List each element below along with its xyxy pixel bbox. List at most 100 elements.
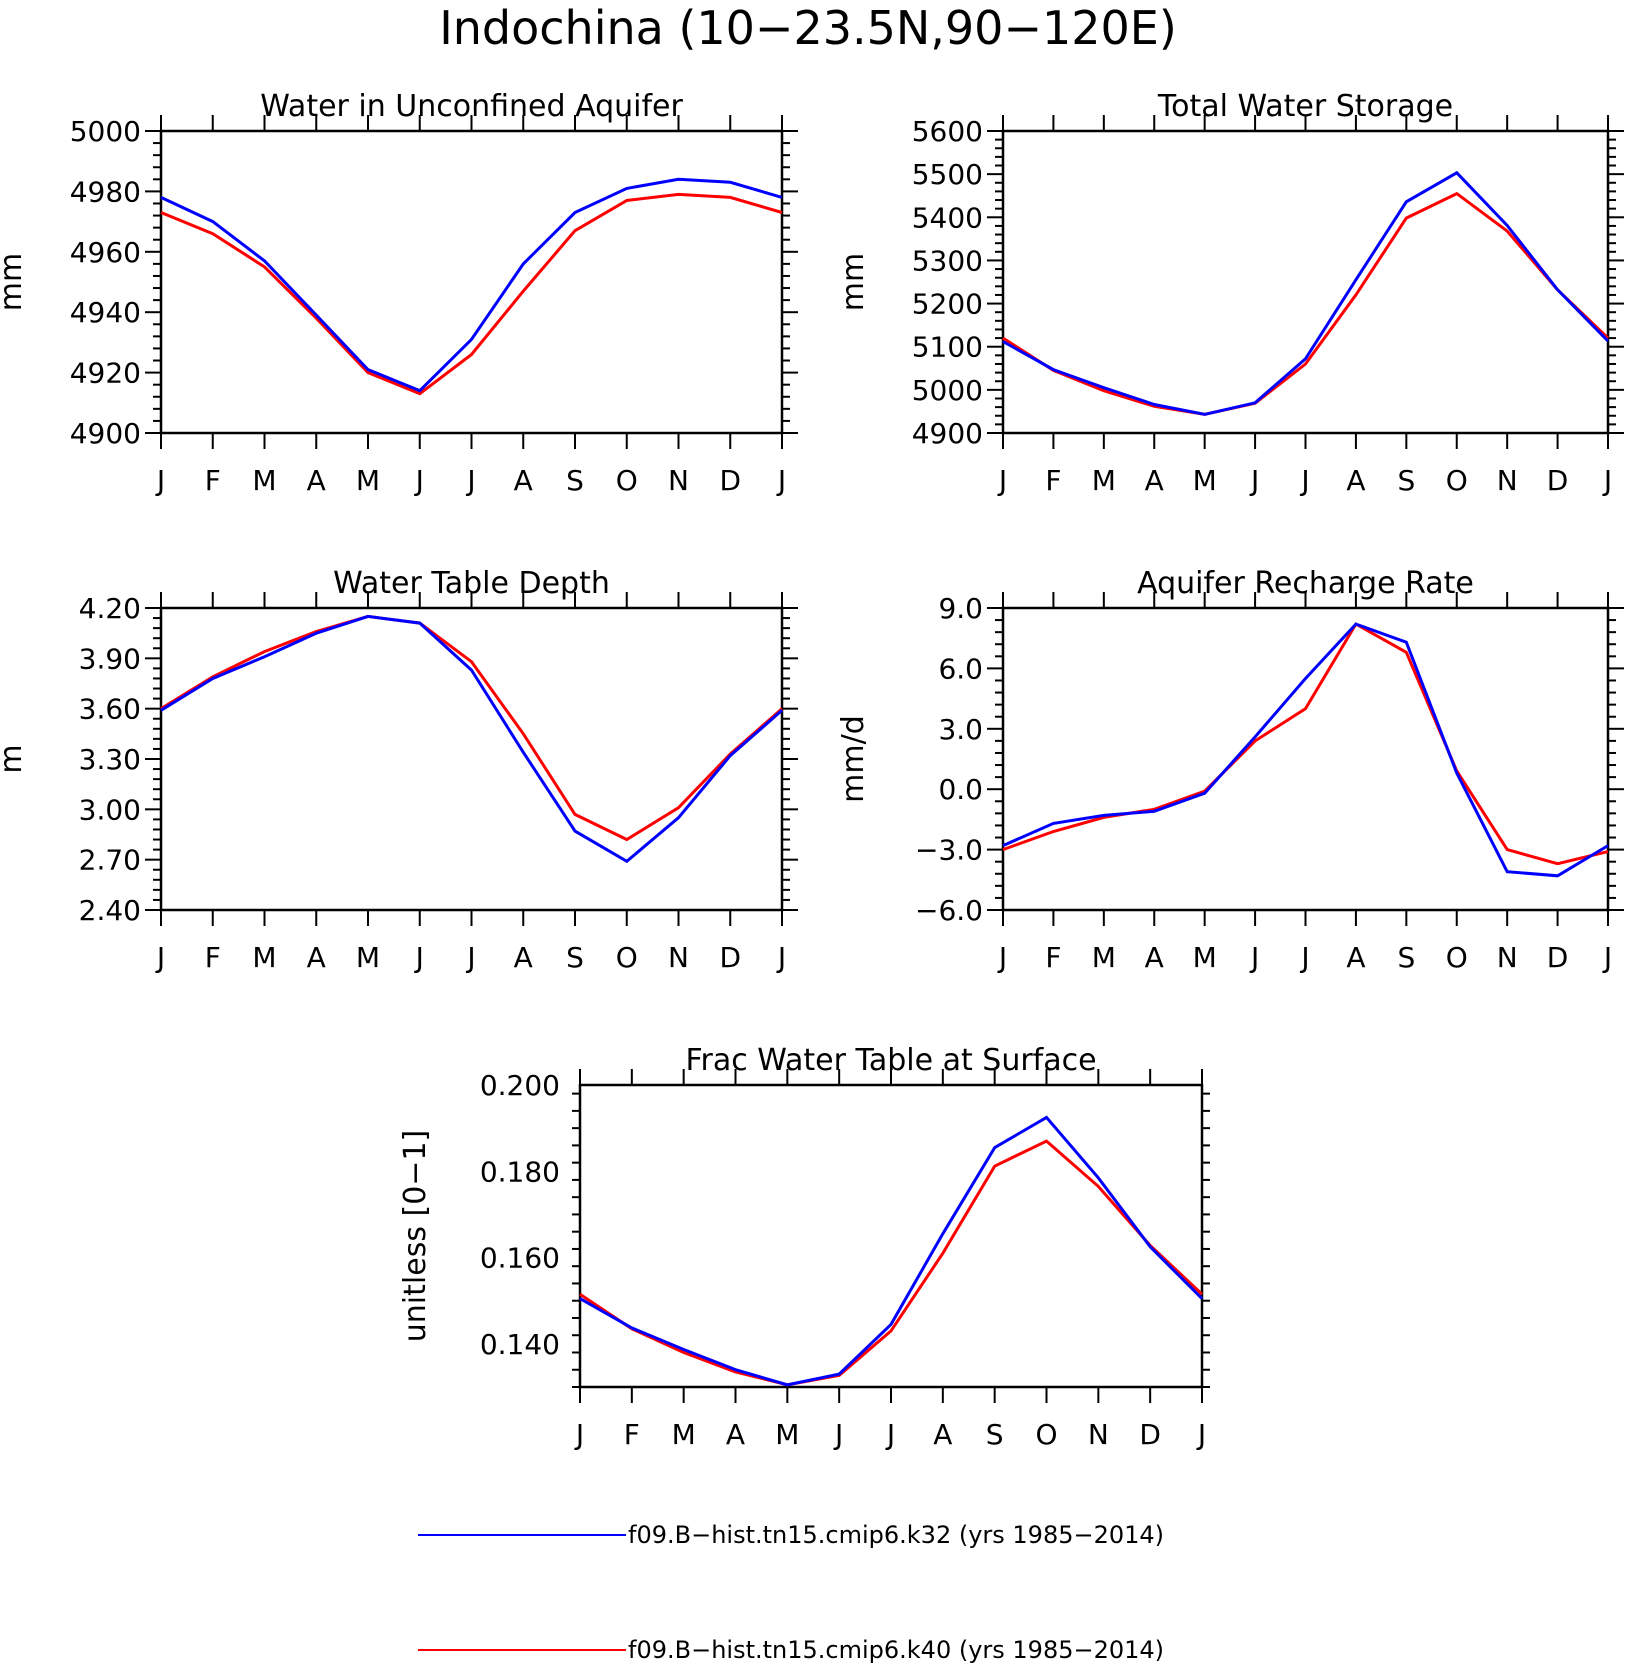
series-line-k32 [579, 1115, 1204, 1387]
y-tick-label: 4940 [70, 296, 141, 329]
x-tick-label: M [356, 941, 380, 974]
legend: f09.B−hist.tn15.cmip6.k32 (yrs 1985−2014… [418, 1521, 1164, 1664]
x-tick-label: F [1045, 941, 1061, 974]
y-tick-label: 9.0 [938, 592, 983, 625]
y-axis-label: m [0, 744, 29, 773]
y-axis-label: unitless [0−1] [398, 1130, 433, 1342]
x-tick-label: J [465, 941, 475, 974]
x-tick-label: A [514, 941, 533, 974]
x-tick-label: D [719, 464, 741, 497]
y-tick-label: 5000 [70, 115, 141, 148]
series-line-k40 [1002, 622, 1609, 866]
x-tick-label: A [1145, 941, 1164, 974]
x-tick-label: A [1145, 464, 1164, 497]
x-tick-label: F [205, 464, 221, 497]
x-tick-label: J [885, 1418, 895, 1451]
y-tick-label: 3.60 [79, 693, 141, 726]
series-line-k32 [160, 614, 783, 864]
x-tick-label: J [414, 464, 424, 497]
x-tick-label: J [1602, 464, 1612, 497]
plot-frame [159, 606, 784, 912]
x-tick-label: M [1092, 941, 1116, 974]
x-tick-label: J [1249, 464, 1259, 497]
x-tick-label: A [1346, 464, 1365, 497]
plot-frame [1001, 606, 1610, 912]
legend-label: f09.B−hist.tn15.cmip6.k40 (yrs 1985−2014… [628, 1636, 1164, 1664]
y-tick-label: 5300 [912, 244, 983, 277]
x-tick-label: N [1497, 464, 1518, 497]
x-tick-label: N [668, 941, 689, 974]
x-tick-label: O [1446, 464, 1468, 497]
x-tick-label: D [719, 941, 741, 974]
y-tick-label: 4900 [912, 417, 983, 450]
x-tick-label: M [356, 464, 380, 497]
x-tick-label: J [1299, 464, 1309, 497]
x-tick-label: J [1196, 1418, 1206, 1451]
x-tick-label: A [307, 464, 326, 497]
series-line-k32 [160, 177, 783, 393]
x-tick-label: S [566, 464, 584, 497]
y-tick-label: 5000 [912, 374, 983, 407]
x-tick-label: J [1602, 941, 1612, 974]
x-tick-label: M [252, 464, 276, 497]
figure-title: Indochina (10−23.5N,90−120E) [439, 1, 1177, 55]
x-tick-label: A [514, 464, 533, 497]
x-tick-label: M [1092, 464, 1116, 497]
x-tick-label: J [997, 941, 1007, 974]
y-tick-label: 4960 [70, 236, 141, 269]
series-line-k32 [1002, 622, 1609, 878]
x-tick-label: S [566, 941, 584, 974]
y-tick-label: 4.20 [79, 592, 141, 625]
y-tick-label: 5100 [912, 331, 983, 364]
y-tick-label: 4920 [70, 357, 141, 390]
x-tick-label: A [726, 1418, 745, 1451]
x-tick-label: J [465, 464, 475, 497]
x-tick-label: O [1446, 941, 1468, 974]
x-tick-label: M [1193, 464, 1217, 497]
x-tick-label: N [1497, 941, 1518, 974]
y-tick-label: 6.0 [938, 652, 983, 685]
y-tick-label: 2.40 [79, 894, 141, 927]
x-tick-label: J [833, 1418, 843, 1451]
x-tick-label: J [1249, 941, 1259, 974]
plot-frame [159, 129, 784, 435]
panel-water-unconfined-aquifer: Water in Unconfined Aquifer4900492049404… [0, 89, 798, 497]
y-tick-label: 0.0 [938, 773, 983, 806]
x-tick-label: M [1193, 941, 1217, 974]
plot-frame [578, 1083, 1204, 1389]
y-tick-label: 2.70 [79, 844, 141, 877]
x-tick-label: O [1035, 1418, 1057, 1451]
y-tick-label: −6.0 [915, 894, 983, 927]
y-tick-label: 3.30 [79, 743, 141, 776]
y-axis-label: mm/d [836, 715, 871, 803]
panel-water-table-depth: Water Table Depth2.402.703.003.303.603.9… [0, 566, 798, 974]
x-tick-label: M [672, 1418, 696, 1451]
legend-entry: f09.B−hist.tn15.cmip6.k32 (yrs 1985−2014… [418, 1521, 1164, 1549]
y-tick-label: 5400 [912, 201, 983, 234]
y-tick-label: 0.180 [480, 1155, 560, 1188]
series-line-k40 [160, 192, 783, 396]
y-tick-label: 0.160 [480, 1242, 560, 1275]
panel-total-water-storage: Total Water Storage490050005100520053005… [836, 89, 1624, 497]
x-tick-label: F [624, 1418, 640, 1451]
legend-label: f09.B−hist.tn15.cmip6.k32 (yrs 1985−2014… [628, 1521, 1164, 1549]
x-tick-label: F [205, 941, 221, 974]
x-tick-label: D [1547, 464, 1569, 497]
y-tick-label: 4900 [70, 417, 141, 450]
x-tick-label: O [616, 941, 638, 974]
x-tick-label: J [574, 1418, 584, 1451]
x-tick-label: D [1139, 1418, 1161, 1451]
x-tick-label: J [414, 941, 424, 974]
y-axis-label: mm [0, 253, 29, 311]
x-tick-label: J [155, 941, 165, 974]
panel-aquifer-recharge-rate: Aquifer Recharge Rate−6.0−3.00.03.06.09.… [836, 566, 1624, 974]
y-tick-label: 0.200 [480, 1069, 560, 1102]
x-tick-label: J [155, 464, 165, 497]
y-tick-label: 0.140 [480, 1328, 560, 1361]
series-line-k40 [579, 1139, 1204, 1387]
y-axis-label: mm [836, 253, 871, 311]
x-tick-label: F [1045, 464, 1061, 497]
y-tick-label: 5200 [912, 288, 983, 321]
y-tick-label: 3.0 [938, 713, 983, 746]
